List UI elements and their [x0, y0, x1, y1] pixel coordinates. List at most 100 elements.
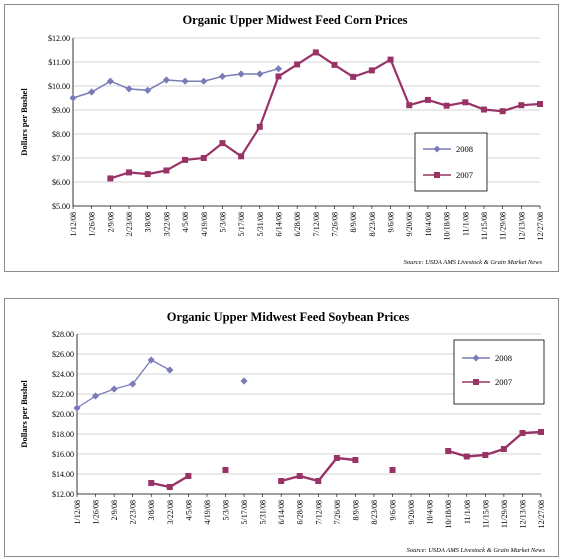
x-tick-label: 10/18/08	[444, 500, 453, 528]
y-tick-label: $26.00	[52, 350, 74, 359]
series-2007-point	[166, 484, 173, 490]
y-tick-label: $10.00	[48, 82, 70, 91]
series-2007-point	[463, 453, 470, 460]
x-tick-label: 4/5/08	[184, 500, 193, 520]
series-2007-point	[148, 480, 155, 486]
x-tick-label: 12/27/08	[537, 500, 546, 528]
series-2007-point	[315, 478, 322, 484]
series-2008-point	[88, 88, 96, 96]
x-tick-label: 1/12/08	[73, 500, 82, 524]
x-tick-label: 6/28/08	[296, 500, 305, 524]
series-2007-point	[238, 153, 245, 160]
series-2007-point	[126, 169, 133, 176]
x-tick-label: 7/12/08	[314, 500, 323, 524]
series-2007-point	[222, 467, 229, 473]
legend-label-2007: 2007	[495, 377, 512, 387]
x-tick-label: 5/17/08	[240, 500, 249, 524]
legend-marker-2008	[472, 354, 480, 362]
series-2007-point	[219, 140, 226, 147]
series-2007-point	[406, 102, 413, 109]
x-tick-label: 11/29/08	[500, 500, 509, 528]
x-tick-label: 12/27/08	[536, 212, 545, 240]
y-tick-label: $20.00	[52, 410, 74, 419]
series-2008-line	[72, 67, 279, 99]
legend-box	[453, 339, 545, 405]
series-2007-point	[294, 61, 301, 68]
series-2008-point	[147, 356, 155, 364]
series-2007-point	[333, 455, 340, 461]
series-2007-point	[389, 467, 396, 473]
x-tick-label: 9/6/08	[389, 500, 398, 520]
y-tick-label: $7.00	[52, 154, 70, 163]
soybean-price-chart: Organic Upper Midwest Feed Soybean Price…	[4, 298, 559, 557]
x-tick-label: 5/31/08	[259, 500, 268, 524]
series-2007-point	[256, 123, 263, 130]
y-tick-label: $11.00	[48, 58, 70, 67]
y-axis-title: Dollars per Bushel	[19, 88, 29, 156]
legend-label-2008: 2008	[456, 144, 473, 154]
series-2008-point	[256, 70, 264, 78]
soybean-price-chart-svg: Organic Upper Midwest Feed Soybean Price…	[19, 310, 546, 554]
series-2008-point	[91, 392, 100, 400]
x-tick-label: 2/23/08	[129, 500, 138, 524]
series-2007-point	[144, 171, 151, 178]
x-tick-label: 3/8/08	[147, 500, 156, 520]
chart-title: Organic Upper Midwest Feed Soybean Price…	[167, 310, 410, 324]
y-tick-label: $12.00	[52, 490, 74, 499]
x-tick-label: 1/26/08	[88, 212, 97, 236]
series-2007-point	[331, 61, 338, 68]
x-tick-label: 2/23/08	[125, 212, 134, 236]
y-tick-label: $18.00	[52, 430, 74, 439]
series-2008-point	[69, 94, 77, 102]
legend-box	[414, 132, 488, 192]
x-tick-label: 11/15/08	[481, 500, 490, 528]
source-note: Source: USDA AMS Livestock & Grain Marke…	[404, 259, 543, 266]
series-2007-point	[368, 67, 375, 74]
x-tick-label: 9/20/08	[405, 212, 414, 236]
y-tick-label: $5.00	[52, 202, 70, 211]
x-tick-label: 8/9/08	[351, 500, 360, 520]
series-2007-point	[518, 102, 525, 109]
series-2007-point	[424, 96, 431, 103]
x-tick-label: 6/14/08	[274, 212, 283, 236]
x-tick-label: 1/26/08	[92, 500, 101, 524]
series-2007-point	[482, 452, 489, 458]
x-tick-label: 8/9/08	[349, 212, 358, 232]
x-tick-label: 11/15/08	[480, 212, 489, 240]
x-tick-label: 5/3/08	[221, 500, 230, 520]
series-2007-point	[537, 101, 543, 107]
series-2007-point	[182, 156, 189, 163]
corn-price-chart: Organic Upper Midwest Feed Corn Prices $5…	[4, 4, 559, 272]
series-2007-point	[519, 430, 526, 436]
y-tick-label: $16.00	[52, 450, 74, 459]
series-2007-line	[280, 456, 356, 483]
series-2008-point	[181, 77, 189, 85]
chart-title: Organic Upper Midwest Feed Corn Prices	[182, 13, 407, 27]
series-2007-point	[163, 167, 170, 174]
series-2008-point	[144, 86, 152, 94]
series-2007-point	[480, 106, 487, 113]
y-tick-label: $14.00	[52, 470, 74, 479]
series-2008-point	[166, 366, 174, 374]
series-2008-line	[76, 359, 171, 409]
x-tick-label: 7/26/08	[331, 212, 340, 236]
y-tick-label: $24.00	[52, 370, 74, 379]
series-2007-point	[462, 99, 469, 106]
x-tick-label: 11/1/08	[463, 500, 472, 524]
x-tick-label: 5/3/08	[218, 212, 227, 232]
legend-marker-2007	[473, 379, 479, 385]
x-tick-label: 12/13/08	[517, 212, 526, 240]
y-tick-label: $12.00	[48, 34, 70, 43]
series-2008-point	[162, 76, 170, 84]
series-2008-point	[106, 77, 114, 85]
y-tick-label: $28.00	[52, 330, 74, 339]
series-2007-point	[538, 429, 544, 435]
x-tick-label: 9/6/08	[387, 212, 396, 232]
series-2007-line	[447, 430, 542, 458]
y-axis-title: Dollars per Bushel	[19, 380, 29, 448]
x-tick-label: 11/1/08	[461, 212, 470, 236]
x-tick-label: 2/9/08	[110, 500, 119, 520]
series-2007-point	[387, 56, 394, 63]
series-2008-point	[274, 65, 283, 73]
x-tick-label: 7/26/08	[333, 500, 342, 524]
